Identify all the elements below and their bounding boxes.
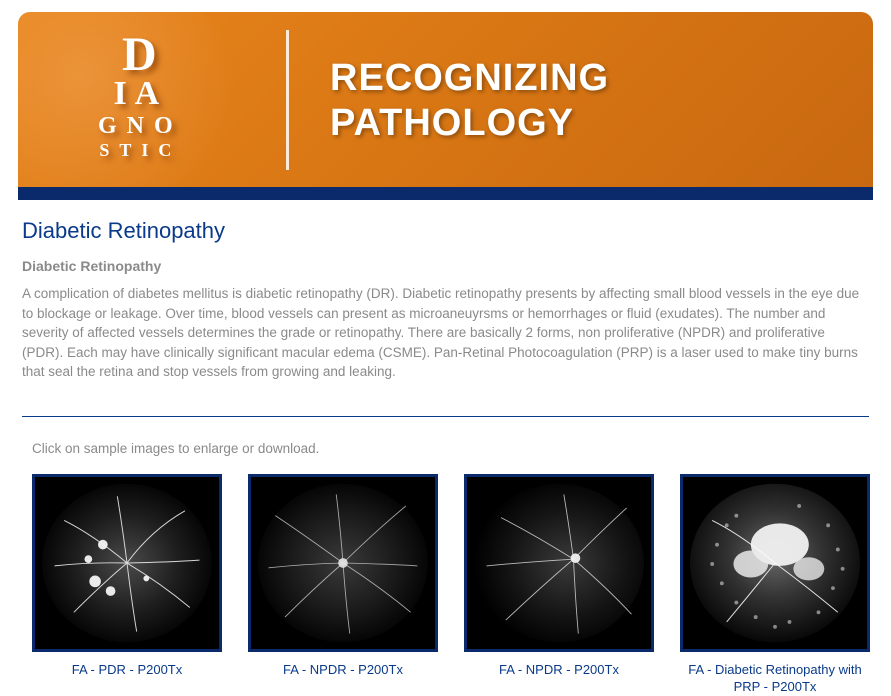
logo-row-4: STIC bbox=[98, 141, 183, 160]
thumbnail-button[interactable] bbox=[680, 474, 870, 652]
banner-title-line2: PATHOLOGY bbox=[330, 101, 609, 146]
page-title: Diabetic Retinopathy bbox=[22, 218, 869, 244]
image-gallery: FA - PDR - P200Tx bbox=[22, 474, 869, 696]
logo-eyechart: D IA GNO STIC bbox=[98, 30, 183, 160]
gallery-item: FA - Diabetic Retinopathy with PRP - P20… bbox=[680, 474, 870, 696]
main-content: Diabetic Retinopathy Diabetic Retinopath… bbox=[0, 200, 891, 696]
banner-divider bbox=[286, 30, 289, 170]
logo-row-1: D bbox=[98, 30, 183, 80]
page-subtitle: Diabetic Retinopathy bbox=[22, 258, 869, 274]
header-banner: D IA GNO STIC RECOGNIZING PATHOLOGY bbox=[18, 12, 873, 187]
banner-title: RECOGNIZING PATHOLOGY bbox=[330, 56, 609, 146]
body-text: A complication of diabetes mellitus is d… bbox=[22, 284, 869, 382]
thumbnail-caption[interactable]: FA - NPDR - P200Tx bbox=[464, 662, 654, 679]
thumbnail-caption[interactable]: FA - NPDR - P200Tx bbox=[248, 662, 438, 679]
fundus-image-icon bbox=[467, 477, 651, 649]
fundus-image-icon bbox=[251, 477, 435, 649]
fundus-image-icon bbox=[35, 477, 219, 649]
banner-bluebar bbox=[18, 187, 873, 200]
section-divider bbox=[22, 416, 869, 417]
gallery-item: FA - NPDR - P200Tx bbox=[464, 474, 654, 696]
banner-title-line1: RECOGNIZING bbox=[330, 56, 609, 101]
thumbnail-button[interactable] bbox=[464, 474, 654, 652]
logo-row-2: IA bbox=[98, 76, 183, 112]
gallery-item: FA - NPDR - P200Tx bbox=[248, 474, 438, 696]
thumbnail-caption[interactable]: FA - Diabetic Retinopathy with PRP - P20… bbox=[680, 662, 870, 696]
thumbnail-button[interactable] bbox=[248, 474, 438, 652]
thumbnail-caption[interactable]: FA - PDR - P200Tx bbox=[32, 662, 222, 679]
thumbnail-button[interactable] bbox=[32, 474, 222, 652]
logo-row-3: GNO bbox=[98, 114, 183, 139]
gallery-instruction: Click on sample images to enlarge or dow… bbox=[32, 441, 869, 456]
fundus-image-icon bbox=[683, 477, 867, 649]
gallery-item: FA - PDR - P200Tx bbox=[32, 474, 222, 696]
